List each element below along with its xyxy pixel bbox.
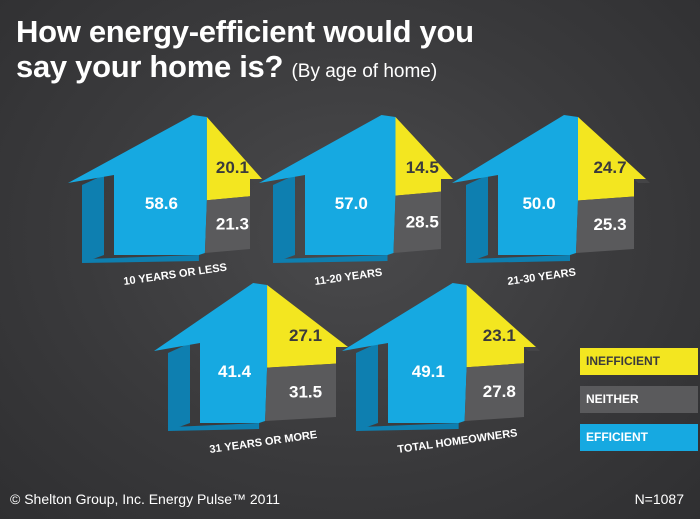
inefficient-value-label: 23.1: [483, 326, 516, 345]
efficient-slice: [68, 115, 207, 255]
chart-title: How energy-efficient would you say your …: [16, 14, 576, 89]
neither-slice: [204, 196, 250, 253]
category-label: 31 YEARS OR MORE: [209, 429, 318, 456]
base-edge: [273, 255, 388, 263]
house-3: 50.0 24.7 25.3 21-30 YEARS: [452, 115, 650, 288]
inefficient-value-label: 20.1: [216, 158, 249, 177]
source-note: © Shelton Group, Inc. Energy Pulse™ 2011: [10, 491, 280, 507]
inefficient-slice: [578, 117, 646, 201]
efficient-slice: [259, 115, 396, 255]
neither-slice: [576, 196, 634, 253]
neither-value-label: 27.8: [483, 382, 516, 401]
house-2: 57.0 14.5 28.5 11-20 YEARS: [259, 115, 457, 288]
side-wall: [273, 175, 295, 263]
side-wall: [356, 343, 378, 431]
inefficient-value-label: 24.7: [593, 158, 626, 177]
efficient-value-label: 41.4: [218, 362, 252, 381]
inefficient-slice: [267, 285, 348, 368]
base-edge: [356, 423, 459, 431]
category-label: 10 YEARS OR LESS: [123, 262, 228, 288]
legend-item-efficient: EFFICIENT: [580, 424, 698, 451]
side-wall: [82, 175, 104, 263]
legend-item-inefficient: INEFFICIENT: [580, 348, 698, 375]
chart-subtitle: (By age of home): [291, 61, 438, 82]
neither-value-label: 21.3: [216, 215, 249, 234]
eave-edge: [524, 347, 540, 351]
efficient-slice: [154, 283, 268, 423]
neither-value-label: 31.5: [289, 382, 322, 401]
side-wall: [466, 175, 488, 263]
efficient-value-label: 50.0: [522, 194, 555, 213]
sample-size: N=1087: [634, 491, 684, 507]
title-line-2-main: say your home is?: [16, 49, 284, 84]
side-wall: [168, 343, 190, 431]
category-label: 11-20 YEARS: [314, 267, 383, 288]
neither-slice: [393, 191, 441, 253]
house-5: 49.1 23.1 27.8 TOTAL HOMEOWNERS: [342, 283, 540, 456]
category-label: 21-30 YEARS: [507, 266, 577, 287]
legend-item-neither: NEITHER: [580, 386, 698, 413]
title-line-2: say your home is? (By age of home): [16, 49, 576, 89]
neither-slice: [265, 363, 336, 421]
neither-value-label: 25.3: [593, 215, 626, 234]
inefficient-value-label: 14.5: [406, 158, 439, 177]
inefficient-slice: [206, 117, 262, 201]
inefficient-slice: [466, 285, 536, 368]
inefficient-slice: [395, 117, 453, 196]
neither-slice: [464, 363, 524, 421]
neither-value-label: 28.5: [406, 212, 439, 231]
house-4: 41.4 27.1 31.5 31 YEARS OR MORE: [154, 283, 352, 456]
base-edge: [466, 255, 570, 263]
eave-edge: [441, 179, 457, 183]
efficient-slice: [342, 283, 467, 423]
inefficient-value-label: 27.1: [289, 326, 322, 345]
house-1: 58.6 20.1 21.3 10 YEARS OR LESS: [68, 115, 266, 288]
base-edge: [168, 423, 260, 431]
legend: INEFFICIENT NEITHER EFFICIENT: [580, 348, 698, 462]
base-edge: [82, 255, 199, 263]
efficient-value-label: 57.0: [335, 194, 368, 213]
efficient-value-label: 49.1: [412, 362, 445, 381]
category-label: TOTAL HOMEOWNERS: [397, 427, 518, 456]
efficient-value-label: 58.6: [145, 194, 178, 213]
title-line-1: How energy-efficient would you: [16, 14, 474, 49]
eave-edge: [634, 179, 650, 183]
efficient-slice: [452, 115, 578, 255]
